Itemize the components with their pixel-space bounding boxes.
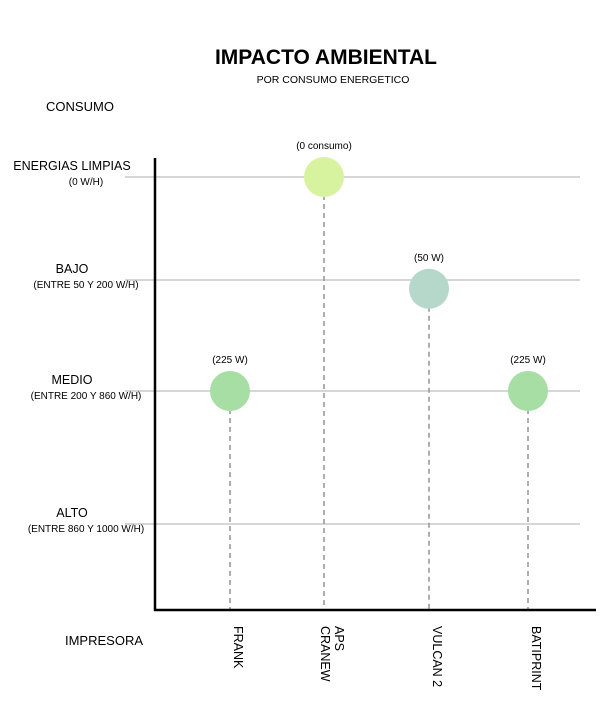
x-tick-label: FRANK	[231, 626, 245, 669]
y-category-range: (ENTRE 50 Y 200 W/H)	[33, 280, 138, 291]
data-point	[409, 268, 449, 309]
y-axis-title: CONSUMO	[46, 99, 114, 114]
x-tick-label: BATIPRINT	[529, 626, 543, 691]
x-tick-label: VULCAN 2	[430, 626, 444, 687]
data-point	[304, 157, 344, 197]
y-category-range: (ENTRE 860 Y 1000 W/H)	[28, 524, 144, 535]
y-category-label: BAJO	[56, 262, 89, 276]
y-category-range: (ENTRE 200 Y 860 W/H)	[31, 391, 142, 402]
chart-title: IMPACTO AMBIENTAL	[215, 46, 437, 69]
x-tick-text: FRANK	[231, 626, 245, 669]
y-category-label: ENERGIAS LIMPIAS	[13, 159, 130, 173]
x-tick-text: APS	[332, 626, 346, 651]
data-label: (50 W)	[414, 253, 444, 264]
data-point	[508, 371, 548, 411]
y-category-label: MEDIO	[52, 373, 93, 387]
x-tick-text: CRANEW	[318, 626, 332, 682]
x-axis-title: IMPRESORA	[65, 633, 143, 648]
y-category-range: (0 W/H)	[69, 177, 103, 188]
y-category-label: ALTO	[56, 506, 88, 520]
data-label: (225 W)	[510, 355, 546, 366]
x-tick-label: CRANEW APS	[318, 626, 346, 682]
chart-subtitle: POR CONSUMO ENERGETICO	[257, 74, 410, 86]
x-tick-text: VULCAN 2	[430, 626, 444, 687]
data-point	[210, 371, 250, 411]
x-tick-text: BATIPRINT	[529, 626, 543, 691]
data-label: (225 W)	[212, 355, 248, 366]
data-label: (0 consumo)	[296, 141, 352, 152]
